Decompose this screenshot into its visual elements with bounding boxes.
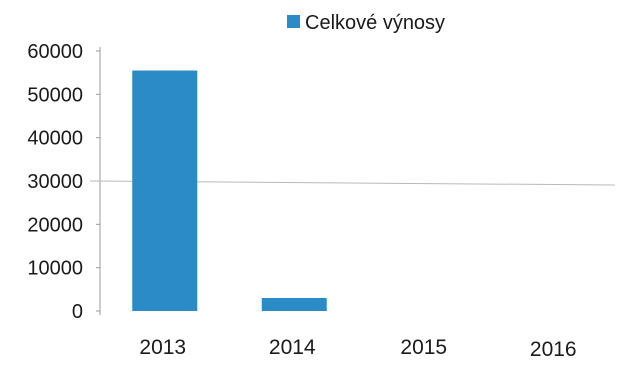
y-tick-label: 30000 <box>27 171 83 193</box>
y-tick-label: 50000 <box>27 84 83 106</box>
y-tick-label: 40000 <box>27 128 83 150</box>
y-tick-label: 0 <box>72 301 83 323</box>
legend: Celkové výnosy <box>287 12 445 34</box>
x-axis: 2013 2014 2015 2016 <box>139 336 576 361</box>
y-tick-label: 10000 <box>27 258 83 280</box>
legend-label: Celkové výnosy <box>305 12 445 34</box>
y-axis: 0 10000 20000 30000 40000 50000 60000 <box>27 41 101 323</box>
x-tick-label: 2016 <box>530 338 577 361</box>
y-tick-label: 60000 <box>27 41 83 63</box>
bar-2013 <box>132 70 198 311</box>
x-tick-label: 2014 <box>269 336 316 359</box>
x-tick-label: 2015 <box>400 336 447 359</box>
bar-2014 <box>261 298 327 311</box>
bars <box>132 70 327 311</box>
x-tick-label: 2013 <box>139 336 186 359</box>
y-tick-label: 20000 <box>27 214 83 236</box>
legend-swatch <box>287 15 300 28</box>
